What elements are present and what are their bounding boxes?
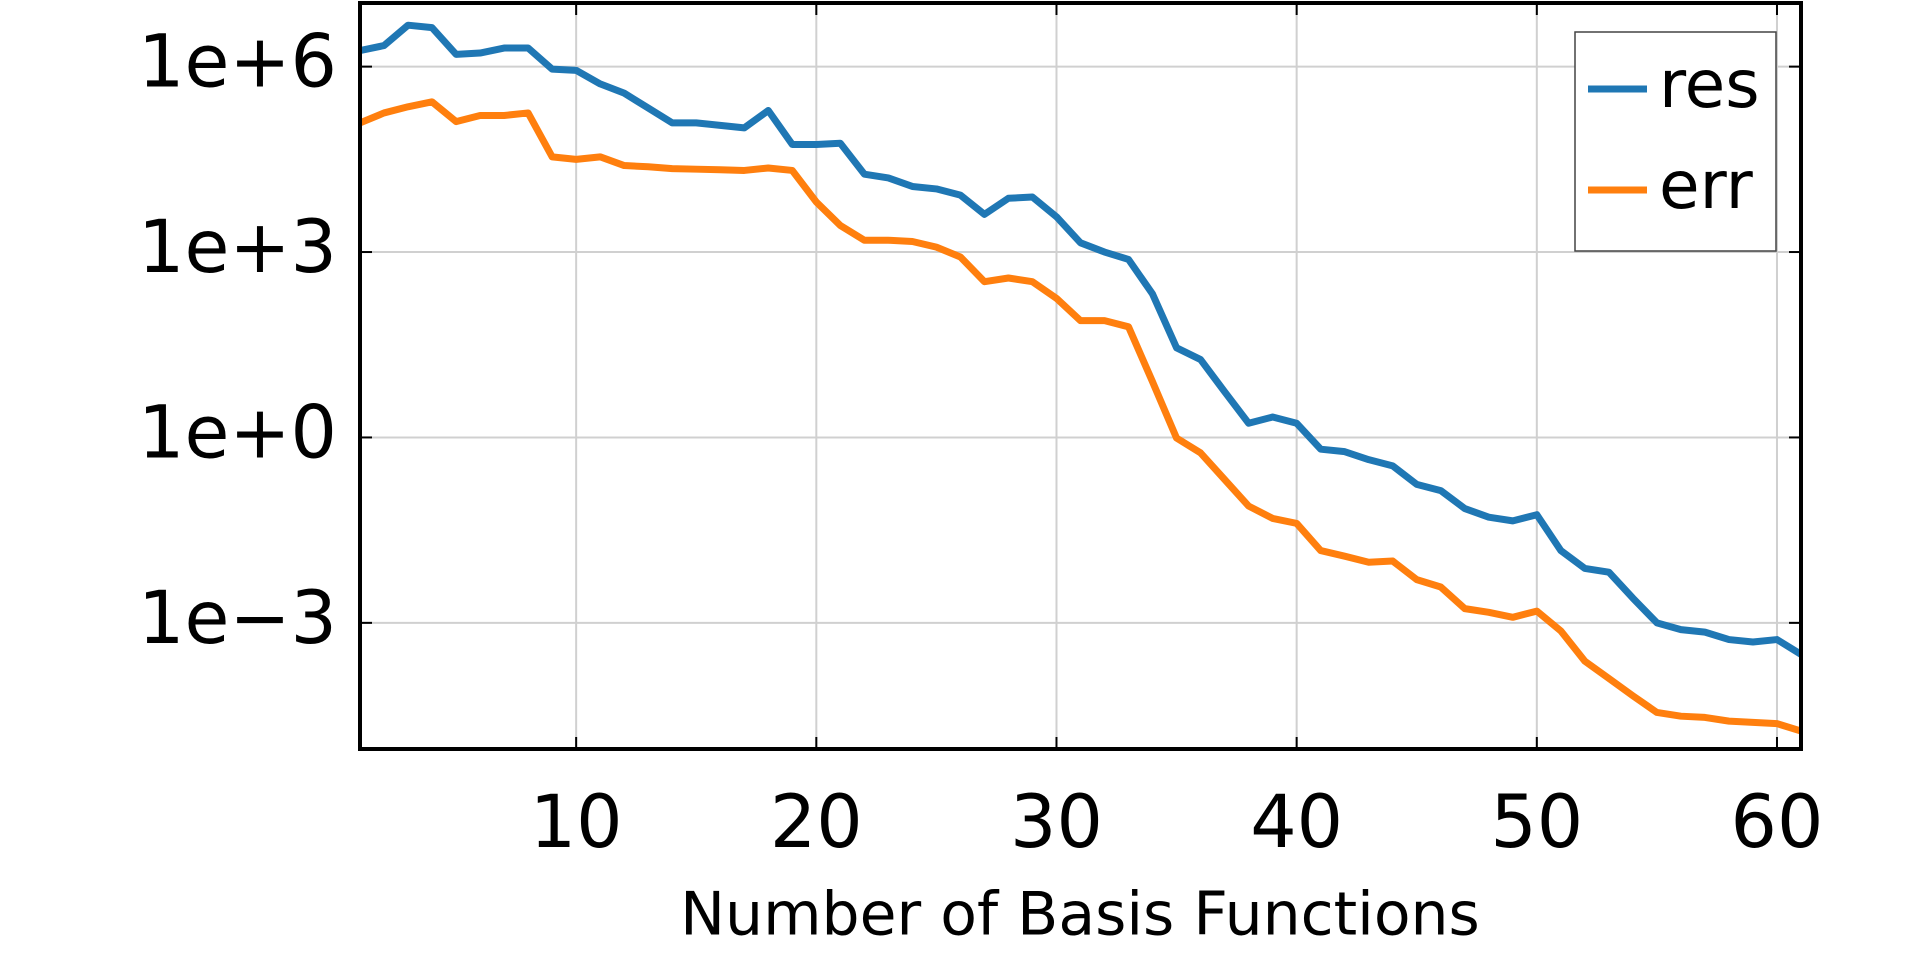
- y-tick-label: 1e+3: [138, 205, 337, 290]
- x-tick-label: 30: [1010, 780, 1103, 865]
- data-line: [360, 98, 1801, 735]
- data-line: [360, 21, 1801, 658]
- y-tick-label: 1e+0: [138, 390, 337, 475]
- x-axis-label: Number of Basis Functions: [680, 880, 1480, 950]
- x-tick-label: 40: [1250, 780, 1343, 865]
- ticks: 10 20 30 40 50 60 1e+6 1e+3 1e+0 1e−3: [138, 3, 1823, 865]
- x-tick-label: 20: [770, 780, 863, 865]
- legend-label: err: [1659, 147, 1754, 224]
- legend: res err: [1574, 31, 1777, 252]
- y-tick-label: 1e−3: [138, 576, 337, 661]
- legend-label: res: [1659, 46, 1760, 123]
- grid: [360, 3, 1801, 749]
- plot-area: [360, 21, 1801, 735]
- plot-frame: [358, 1, 1803, 751]
- x-tick-label: 60: [1731, 780, 1824, 865]
- x-tick-label: 50: [1490, 780, 1583, 865]
- x-tick-label: 10: [530, 780, 623, 865]
- legend-box: [1574, 31, 1777, 252]
- y-tick-label: 1e+6: [138, 20, 337, 105]
